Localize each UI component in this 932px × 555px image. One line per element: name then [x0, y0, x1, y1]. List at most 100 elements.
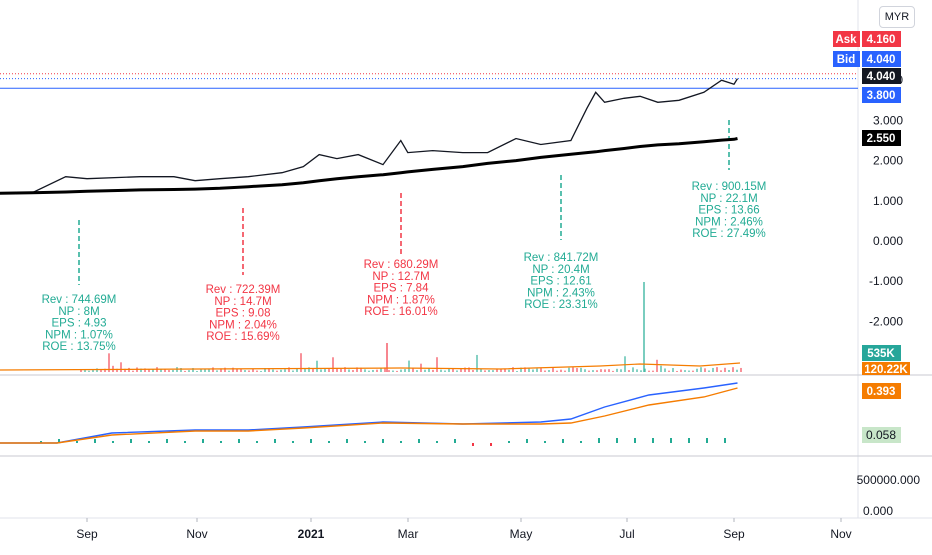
y-tick-label: 1.000 — [873, 194, 903, 208]
volume-bar — [584, 369, 586, 372]
x-tick-label: Sep — [723, 527, 745, 541]
volume-bar — [460, 367, 462, 372]
volume-bar — [284, 369, 286, 372]
ratio-bar — [562, 439, 564, 443]
volume-bar — [556, 370, 558, 372]
line-price-badge-value-bg — [862, 87, 901, 103]
volume-bar — [448, 368, 450, 372]
ratio-bar — [382, 439, 384, 443]
volume-bar — [280, 369, 282, 372]
ratio-bar — [652, 438, 654, 443]
volume-bar — [740, 367, 742, 372]
annotation-text: Rev : 722.39M — [206, 284, 281, 296]
volume-bar — [212, 367, 214, 372]
ratio-hist-badge: 0.058 — [866, 428, 896, 442]
volume-bar — [444, 370, 446, 372]
ask-badge: Ask 4.160 — [833, 31, 901, 47]
volume-bar — [84, 370, 86, 372]
volume-bar — [220, 368, 222, 372]
volume-bar — [436, 357, 438, 372]
volume-bar — [596, 370, 598, 372]
annotation-text: NPM : 2.46% — [695, 216, 763, 228]
volume-bar — [720, 370, 722, 372]
volume-bar — [184, 370, 186, 372]
volume-bar — [380, 368, 382, 372]
price-axis[interactable]: 4.0003.0002.0001.0000.000-1.000-2.000Ask… — [833, 31, 920, 518]
volume-bar — [440, 369, 442, 372]
volume-bar — [508, 369, 510, 372]
volume-bar — [388, 370, 390, 372]
bid-badge-value: 4.040 — [867, 54, 896, 66]
volume-bar — [412, 367, 414, 372]
ma-price-badge-value-bg — [862, 130, 901, 146]
volume-bar — [168, 370, 170, 372]
ask-badge-value-bg — [862, 31, 901, 47]
x-tick-label: 2021 — [298, 527, 325, 541]
annotation-text: EPS : 12.61 — [530, 276, 591, 288]
volume-bar — [300, 353, 302, 372]
ratio-bar — [472, 443, 474, 446]
volume-bar — [192, 368, 194, 372]
volume-bar — [568, 367, 570, 372]
volume-bar — [660, 365, 662, 372]
volume-bar — [504, 368, 506, 372]
volume-bar — [684, 370, 686, 372]
ratio-bar — [688, 438, 690, 443]
ask-badge-label-bg — [833, 31, 860, 47]
annotation-text: ROE : 23.31% — [524, 299, 598, 311]
ratio-bar — [598, 438, 600, 443]
ratio-bar — [238, 439, 240, 443]
ratio-bar — [670, 438, 672, 443]
volume-bar — [400, 369, 402, 372]
annotation-text: NPM : 2.04% — [209, 319, 277, 331]
annotation-text: NPM : 2.43% — [527, 287, 595, 299]
volume-bar — [620, 369, 622, 372]
x-tick-label: Jul — [619, 527, 634, 541]
volume-bar — [700, 367, 702, 372]
volume-bar — [664, 368, 666, 372]
volume-bar — [180, 368, 182, 372]
currency-button[interactable]: MYR — [879, 6, 915, 28]
volume-bar — [288, 367, 290, 372]
volume-bar — [692, 370, 694, 372]
volume-bar — [316, 360, 318, 372]
x-tick-label: May — [510, 527, 533, 541]
volume-bar — [172, 369, 174, 372]
volume-bar — [576, 368, 578, 372]
volume-bar — [392, 370, 394, 372]
x-tick-label: Nov — [186, 527, 207, 541]
ratio-bar — [94, 439, 96, 443]
volume-bar — [108, 353, 110, 372]
volume-bar — [160, 369, 162, 372]
volume-bar — [196, 370, 198, 372]
volume-bar — [204, 369, 206, 372]
annotation-text: NP : 14.7M — [214, 296, 271, 308]
volume-bar — [736, 369, 738, 372]
volume-bar — [668, 370, 670, 372]
ask-badge-value: 4.160 — [867, 34, 896, 46]
annotation-dashes — [78, 120, 730, 285]
bid-badge-value-bg — [862, 51, 901, 67]
annotation-text: NPM : 1.87% — [367, 294, 435, 306]
volume-bar — [372, 369, 374, 372]
volume-bar — [344, 367, 346, 372]
last-price-badge: 4.040 — [862, 68, 901, 84]
ratio-orange-line — [0, 387, 738, 444]
volume-bar — [643, 282, 645, 372]
volume-bar — [272, 369, 274, 372]
annotation-text: ROE : 16.01% — [364, 306, 438, 318]
time-axis[interactable]: Sep Nov 2021 Mar May Jul Sep Nov — [76, 518, 852, 541]
ratio-bar — [274, 439, 276, 443]
volume-bar — [696, 368, 698, 372]
volume-bar — [496, 369, 498, 372]
ratio-bar — [634, 438, 636, 443]
annotation-text: Rev : 900.15M — [692, 181, 767, 193]
lower-y-tick: 500000.000 — [857, 473, 921, 487]
ratio-bar — [706, 438, 708, 443]
volume-bar — [124, 368, 126, 372]
volume-bar — [500, 369, 502, 372]
volume-bar — [572, 367, 574, 372]
ma-price-badge-value: 2.550 — [867, 133, 896, 145]
